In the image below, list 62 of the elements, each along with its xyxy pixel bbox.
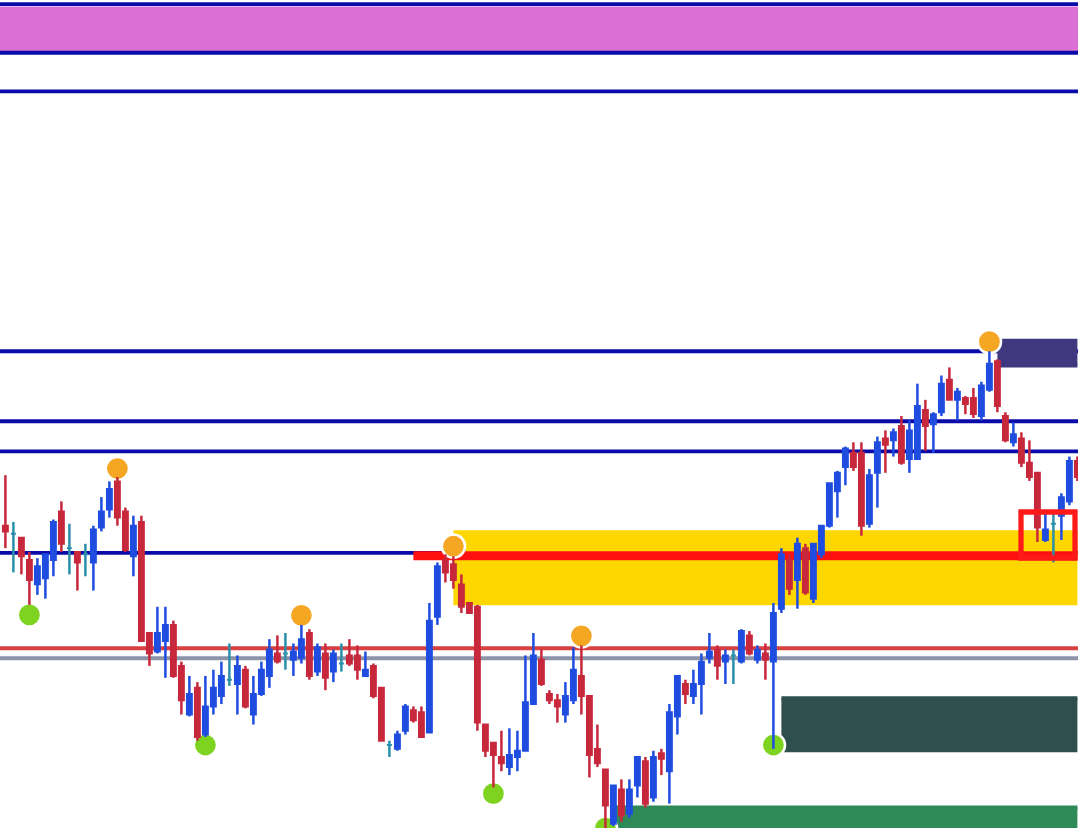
candlestick xyxy=(49,518,57,578)
candlestick xyxy=(953,386,961,422)
candlestick xyxy=(305,627,313,681)
candlestick xyxy=(897,414,905,466)
candlestick xyxy=(241,664,249,710)
candlestick xyxy=(273,634,281,665)
candlestick xyxy=(801,542,809,597)
candlestick xyxy=(313,642,321,678)
candlestick xyxy=(841,445,849,487)
candlestick xyxy=(417,705,425,739)
candlestick xyxy=(761,642,769,681)
candlestick xyxy=(441,553,449,584)
candlestick xyxy=(73,550,81,592)
candlestick xyxy=(57,500,65,554)
candlestick xyxy=(161,605,169,680)
point xyxy=(288,602,315,629)
candlestick xyxy=(505,727,513,777)
candlestick xyxy=(617,778,625,824)
point xyxy=(1018,509,1078,561)
candlestick xyxy=(993,358,1001,414)
candlestick xyxy=(681,678,689,706)
candlestick xyxy=(361,650,369,678)
candlestick xyxy=(329,648,337,684)
candlestick xyxy=(961,394,969,416)
candlestick xyxy=(129,514,137,578)
point xyxy=(568,622,595,649)
candlestick xyxy=(737,627,745,665)
point xyxy=(976,328,1003,355)
candlestick xyxy=(793,536,801,610)
candlestick xyxy=(1001,411,1009,444)
candlestick xyxy=(1041,512,1049,544)
candlestick xyxy=(33,556,41,597)
candlestick xyxy=(713,644,721,681)
candlestick xyxy=(657,747,665,777)
candlestick xyxy=(881,429,889,475)
candlestick xyxy=(753,644,761,665)
candlestick xyxy=(641,755,649,809)
candlestick xyxy=(649,749,657,804)
candlestick xyxy=(721,648,729,686)
candlestick xyxy=(745,629,753,657)
point xyxy=(480,780,507,807)
point xyxy=(104,455,131,482)
candlestick xyxy=(785,553,793,597)
candlestick xyxy=(969,386,977,420)
point xyxy=(440,533,467,560)
point xyxy=(16,602,43,628)
candlestick xyxy=(345,637,353,668)
candlestick xyxy=(889,427,897,458)
candlestick xyxy=(321,642,329,692)
candlestick xyxy=(233,654,241,716)
candlestick xyxy=(921,398,929,453)
candlestick xyxy=(201,674,209,739)
candlestick xyxy=(1,473,9,550)
candlestick xyxy=(609,784,617,828)
candlestick xyxy=(601,768,609,828)
candlestick xyxy=(1009,421,1017,448)
candlestick xyxy=(945,366,953,402)
candlestick xyxy=(553,692,561,724)
candlestick xyxy=(265,637,273,690)
candlestick xyxy=(353,644,361,681)
candlestick xyxy=(537,648,545,688)
candlestick xyxy=(185,674,193,718)
